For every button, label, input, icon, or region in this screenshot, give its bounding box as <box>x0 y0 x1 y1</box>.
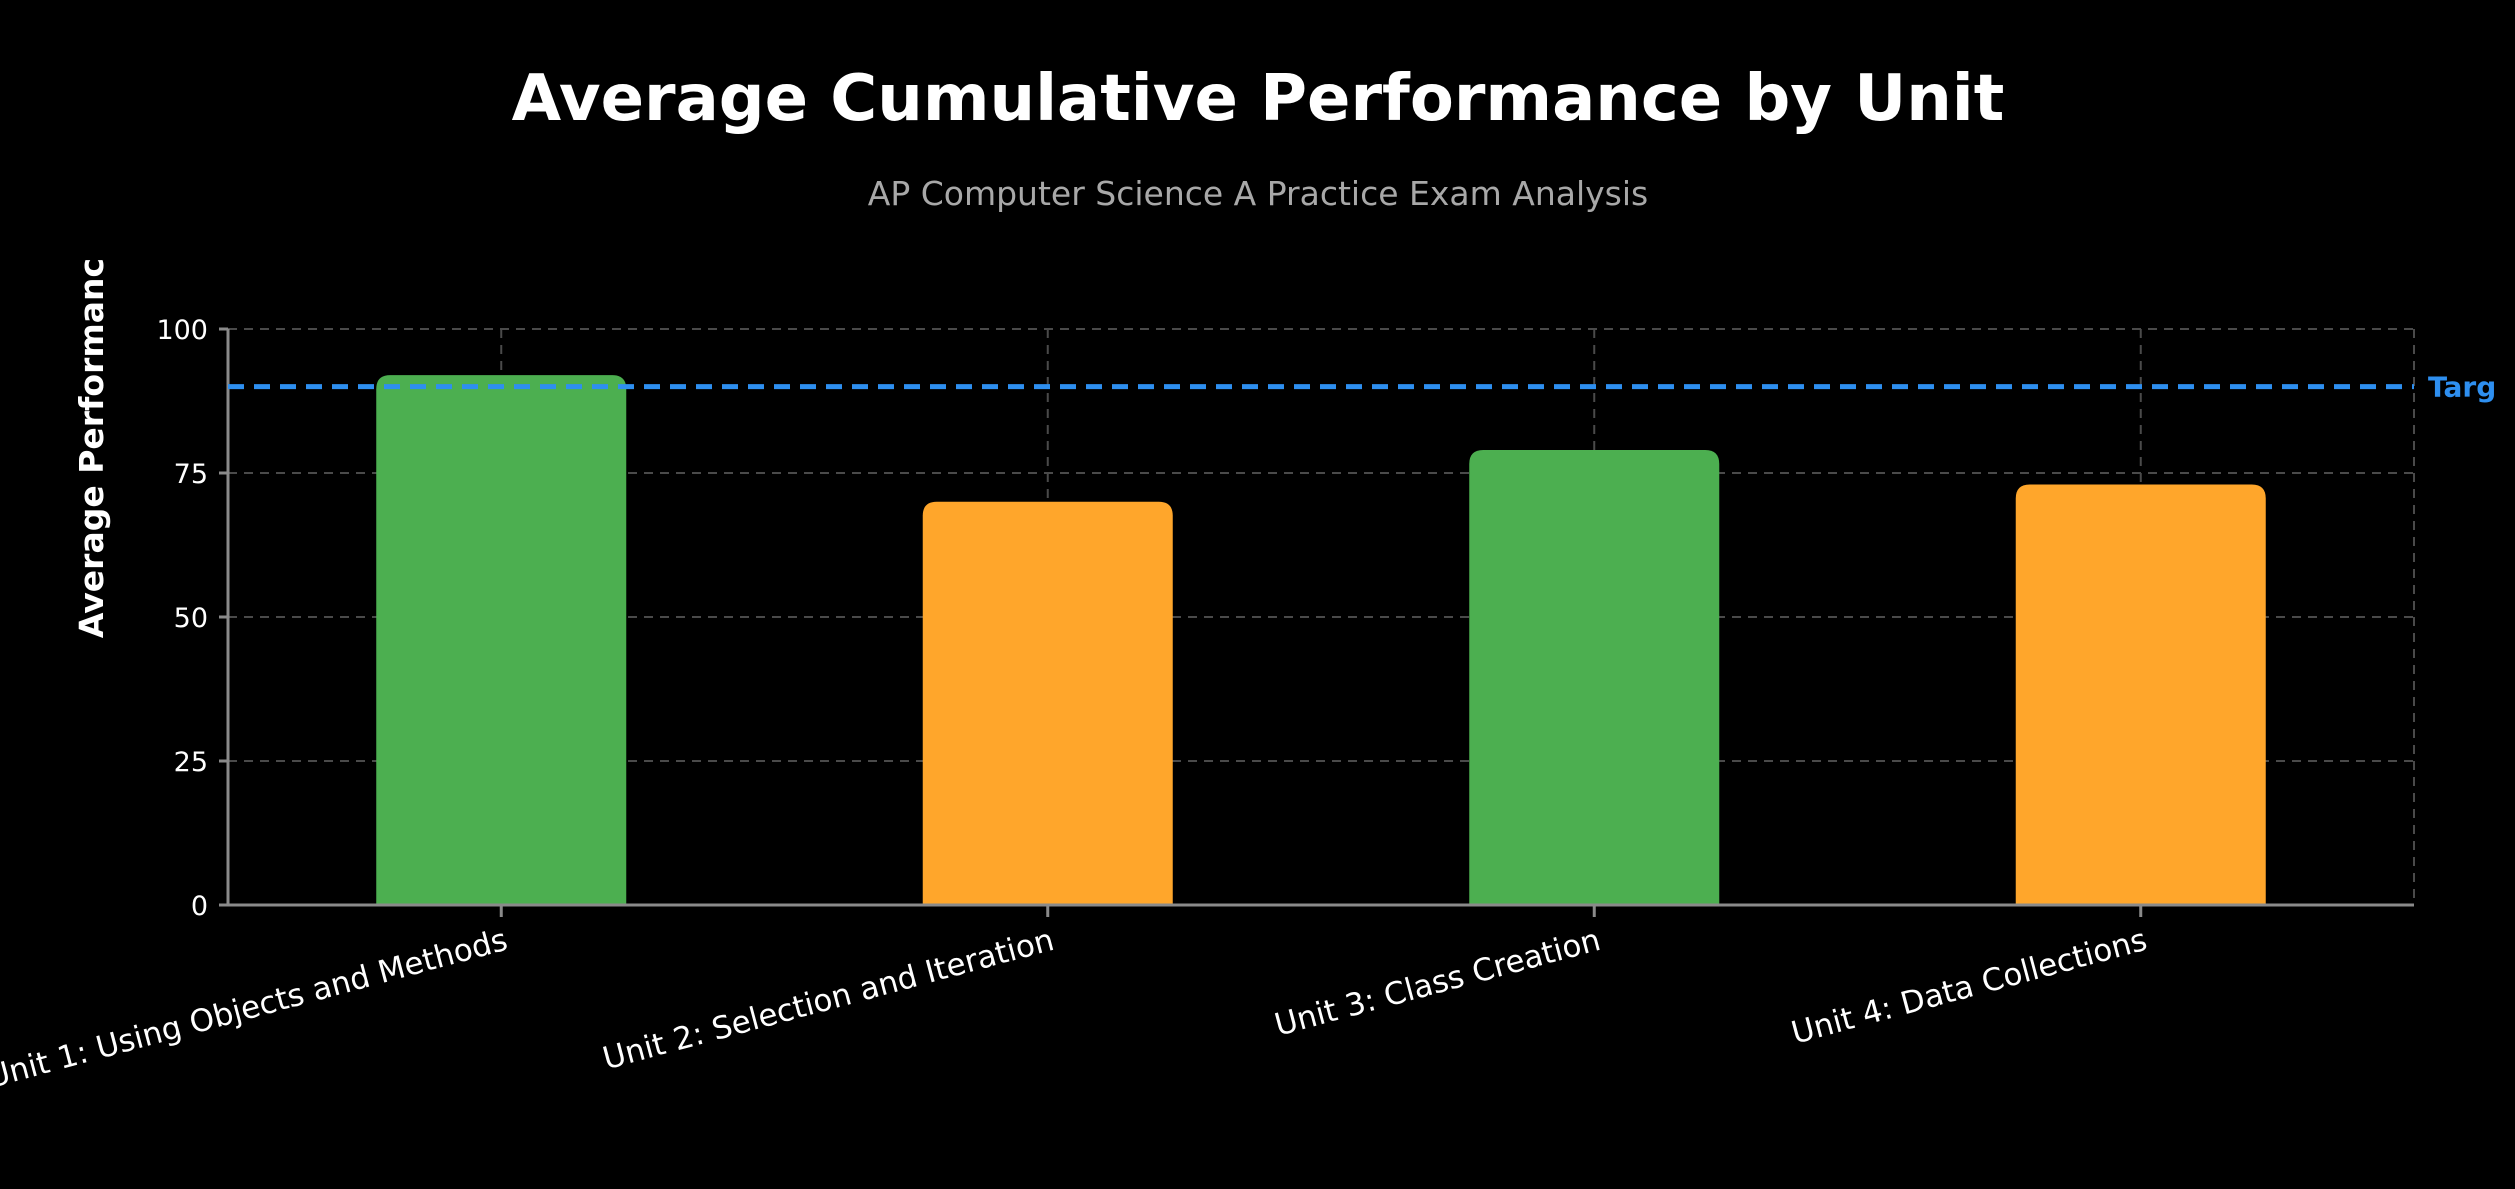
bar-3 <box>1469 449 1720 905</box>
y-tick-label: 25 <box>174 747 208 778</box>
axes <box>219 327 2414 917</box>
y-tick-label: 50 <box>174 603 208 634</box>
bar-4 <box>2015 484 2266 905</box>
bars <box>376 375 2266 906</box>
target-line-group: Targ <box>228 371 2496 404</box>
chart-title: Average Cumulative Performance by Unit <box>512 62 2005 136</box>
y-tick-label: 0 <box>191 891 208 922</box>
bar-1 <box>376 375 627 906</box>
chart-subtitle: AP Computer Science A Practice Exam Anal… <box>868 174 1648 213</box>
y-tick-label: 100 <box>156 315 208 346</box>
y-axis-label: Average Performanc <box>72 258 111 638</box>
target-label: Targ <box>2428 371 2496 404</box>
bar-2 <box>922 501 1173 905</box>
y-tick-label: 75 <box>174 459 208 490</box>
